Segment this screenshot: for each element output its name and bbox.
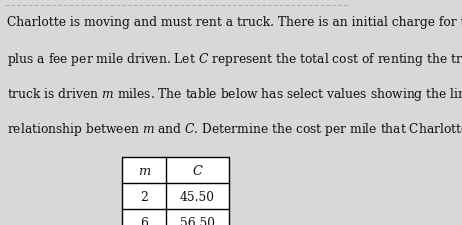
Text: Charlotte is moving and must rent a truck. There is an initial charge for the re: Charlotte is moving and must rent a truc… [7,16,462,29]
Text: relationship between $m$ and $C$. Determine the cost per mile that Charlotte dri: relationship between $m$ and $C$. Determ… [7,120,462,137]
Text: truck is driven $m$ miles. The table below has select values showing the linear: truck is driven $m$ miles. The table bel… [7,86,462,102]
Text: 56.50: 56.50 [180,216,215,225]
Text: 2: 2 [140,190,148,203]
Text: plus a fee per mile driven. Let $C$ represent the total cost of renting the truc: plus a fee per mile driven. Let $C$ repr… [7,51,462,68]
Text: 45.50: 45.50 [180,190,215,203]
Text: 6: 6 [140,216,148,225]
Text: $m$: $m$ [138,164,151,177]
Text: $C$: $C$ [192,164,203,177]
